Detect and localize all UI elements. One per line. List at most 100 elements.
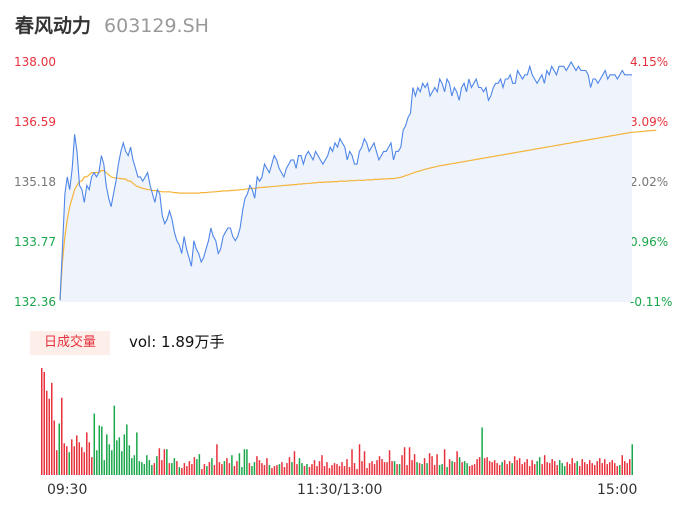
volume-bar <box>466 463 468 475</box>
volume-bar <box>76 435 78 475</box>
volume-bar <box>121 451 123 475</box>
volume-bar <box>461 462 463 475</box>
volume-bar <box>453 462 456 475</box>
volume-bar <box>273 466 276 475</box>
volume-bar <box>233 466 236 475</box>
volume-bar <box>618 465 621 475</box>
volume-bar <box>303 466 306 475</box>
volume-bar <box>196 459 198 475</box>
volume-bar <box>356 469 358 475</box>
y-right-tick-4: -0.11% <box>630 295 673 309</box>
volume-bar <box>511 463 513 475</box>
volume-bar <box>338 466 341 475</box>
volume-bar <box>496 463 498 475</box>
volume-bar <box>613 463 616 475</box>
volume-bar <box>191 464 193 475</box>
volume-bar <box>246 449 248 475</box>
volume-bar <box>208 462 211 475</box>
volume-bar <box>88 442 91 475</box>
volume-bar <box>533 464 536 475</box>
volume-bar <box>56 450 58 475</box>
volume-bar <box>586 464 588 475</box>
volume-bar <box>631 444 633 475</box>
volume-bar <box>398 464 401 475</box>
y-right-tick-3: 0.96% <box>630 235 669 249</box>
volume-bar <box>123 434 126 475</box>
volume-bar <box>493 460 496 475</box>
volume-bar <box>578 466 581 475</box>
volume-bar <box>168 463 171 475</box>
volume-bar <box>68 452 71 475</box>
volume-badge[interactable]: 日成交量 <box>30 331 110 355</box>
volume-bar <box>528 466 531 475</box>
volume-bar <box>363 451 366 475</box>
volume-bar <box>223 461 226 475</box>
volume-bar <box>158 448 161 475</box>
volume-bar <box>503 460 506 475</box>
volume-bar <box>286 463 288 475</box>
volume-bar <box>216 444 218 475</box>
volume-bar <box>386 462 388 475</box>
volume-bar <box>629 459 631 475</box>
volume-bar <box>301 463 303 475</box>
volume-bar <box>341 462 343 475</box>
volume-bar <box>231 455 233 475</box>
x-tick-close: 15:00 <box>597 482 638 498</box>
y-right-tick-1: 3.09% <box>630 115 669 129</box>
y-right-tick-0: 4.15% <box>630 55 669 69</box>
volume-bar <box>221 464 223 475</box>
volume-bar <box>373 464 376 475</box>
volume-bar <box>611 460 613 475</box>
volume-bar <box>138 461 141 475</box>
volume-bars <box>41 368 633 475</box>
volume-bar <box>563 466 566 475</box>
volume-bar <box>621 455 623 475</box>
volume-bar <box>136 432 138 475</box>
volume-bar <box>343 466 346 475</box>
volume-bar <box>308 467 311 475</box>
volume-bar <box>166 449 168 475</box>
volume-bar <box>81 447 83 475</box>
volume-bar <box>376 460 378 475</box>
volume-bar <box>416 462 418 475</box>
volume-bar <box>103 460 106 475</box>
volume-bar <box>321 455 323 475</box>
volume-bar <box>281 462 283 475</box>
volume-bar <box>593 465 596 475</box>
volume-bar <box>193 457 196 475</box>
y-left-tick-0: 138.00 <box>14 55 56 69</box>
y-left-tick-2: 135.18 <box>14 175 56 189</box>
volume-bar <box>188 461 191 475</box>
volume-bar <box>413 454 416 475</box>
volume-bar <box>438 465 441 475</box>
volume-bar <box>291 462 293 475</box>
volume-bar <box>473 464 476 475</box>
volume-bar <box>183 463 186 475</box>
volume-bar <box>96 450 98 475</box>
volume-bar <box>486 457 488 475</box>
volume-bar <box>176 461 178 475</box>
volume-bar <box>388 450 391 475</box>
volume-bar <box>113 405 116 475</box>
volume-bar <box>421 464 423 475</box>
volume-bar <box>48 398 51 475</box>
volume-bar <box>601 463 603 475</box>
volume-bar <box>606 464 608 475</box>
volume-bar <box>433 465 436 475</box>
volume-bar <box>133 455 136 475</box>
volume-bar <box>251 466 253 475</box>
volume-bar <box>243 449 246 475</box>
volume-bar <box>71 439 73 475</box>
volume-bar <box>278 464 281 475</box>
volume-bar <box>506 464 508 475</box>
volume-bar <box>61 397 63 475</box>
volume-bar <box>91 457 93 475</box>
volume-bar <box>513 456 516 475</box>
volume-bar <box>266 458 268 475</box>
volume-bar <box>51 382 53 475</box>
volume-bar <box>316 466 318 475</box>
volume-bar <box>501 462 503 475</box>
volume-bar <box>371 461 373 475</box>
volume-bar <box>546 462 548 475</box>
